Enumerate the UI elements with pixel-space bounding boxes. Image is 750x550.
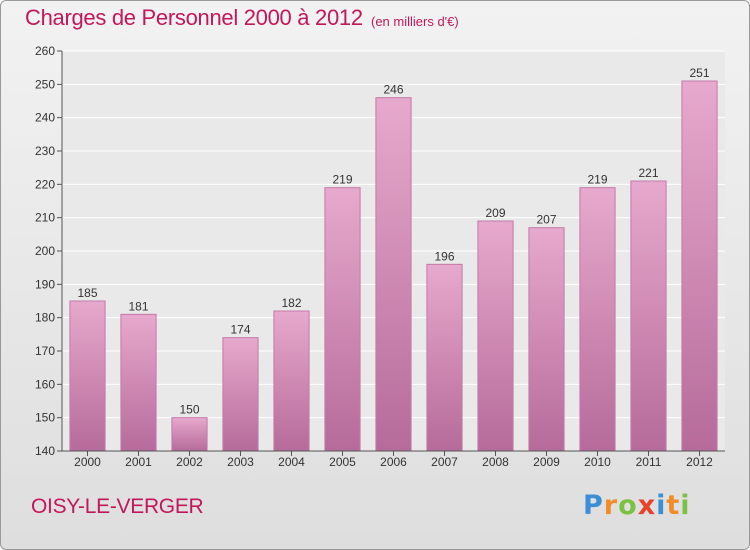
y-tick-label: 200 (35, 244, 55, 258)
x-tick-label: 2001 (125, 455, 152, 469)
y-tick-label: 170 (35, 344, 55, 358)
bar-2010 (579, 187, 616, 452)
data-label: 219 (332, 173, 352, 187)
bar-2005 (324, 187, 361, 452)
logo-letter: o (618, 490, 638, 521)
bar-2002 (171, 417, 208, 452)
x-tick-label: 2008 (482, 455, 509, 469)
x-tick-label: 2007 (431, 455, 458, 469)
logo-letter: i (656, 490, 667, 521)
bar-2001 (120, 313, 157, 452)
x-tick-label: 2006 (380, 455, 407, 469)
y-tick-label: 160 (35, 377, 55, 391)
logo-letter: t (666, 490, 681, 521)
logo-letter: r (603, 490, 619, 521)
bar-2012 (681, 80, 718, 452)
x-tick-label: 2004 (278, 455, 305, 469)
y-tick-label: 210 (35, 211, 55, 225)
y-tick-label: 140 (35, 444, 55, 458)
data-label: 150 (179, 403, 199, 417)
bar-2006 (375, 97, 412, 452)
y-tick-label: 250 (35, 77, 55, 91)
bar-2011 (630, 180, 667, 452)
x-tick-label: 2011 (636, 455, 662, 469)
data-label: 196 (434, 249, 454, 263)
data-label: 246 (383, 83, 403, 97)
bar-2000 (69, 300, 106, 452)
bar-2003 (222, 337, 259, 452)
data-label: 251 (689, 66, 709, 80)
y-tick-label: 180 (35, 311, 55, 325)
data-label: 182 (281, 296, 301, 310)
y-tick-label: 260 (35, 44, 55, 58)
bar-2008 (477, 220, 514, 452)
data-label: 209 (485, 206, 505, 220)
y-tick-label: 240 (35, 111, 55, 125)
x-tick-label: 2000 (74, 455, 101, 469)
y-tick-label: 230 (35, 144, 55, 158)
y-tick-label: 220 (35, 177, 55, 191)
x-tick-label: 2005 (329, 455, 356, 469)
chart-title: Charges de Personnel 2000 à 2012 (25, 5, 363, 30)
logo-letter: i (680, 490, 691, 521)
data-label: 221 (638, 166, 658, 180)
bar-2009 (528, 227, 565, 452)
commune-name: OISY-LE-VERGER (31, 495, 204, 518)
bar-2007 (426, 263, 463, 452)
data-label: 219 (587, 173, 607, 187)
data-label: 207 (536, 213, 556, 227)
y-tick-label: 190 (35, 277, 55, 291)
data-label: 181 (128, 299, 148, 313)
chart-subtitle: (en milliers d'€) (371, 14, 459, 29)
x-tick-label: 2012 (686, 455, 713, 469)
x-tick-label: 2002 (176, 455, 203, 469)
data-label: 174 (230, 323, 250, 337)
bar-2004 (273, 310, 310, 452)
logo-letter: P (583, 490, 604, 521)
x-tick-label: 2010 (584, 455, 611, 469)
y-tick-label: 150 (35, 411, 55, 425)
x-tick-label: 2003 (227, 455, 254, 469)
data-label: 185 (77, 286, 97, 300)
logo-letter: x (637, 490, 657, 521)
x-tick-label: 2009 (533, 455, 560, 469)
proxiti-logo: Proxiti (583, 490, 691, 521)
